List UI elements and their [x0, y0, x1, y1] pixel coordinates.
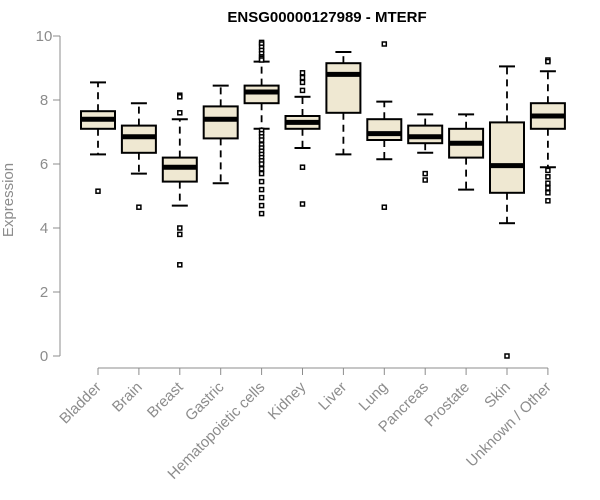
outlier-point [422, 177, 428, 183]
box-skin [489, 65, 525, 359]
x-tick-label: Prostate [421, 379, 473, 431]
outlier-point [422, 170, 428, 177]
outlier-point [504, 353, 510, 359]
box-bladder [80, 81, 116, 194]
y-tick-label: 6 [40, 156, 48, 173]
box-breast [161, 92, 198, 268]
plot-area [80, 39, 566, 359]
outlier-point [258, 178, 265, 185]
outlier-point [177, 94, 183, 100]
outlier-point [299, 87, 306, 94]
outlier-point [299, 74, 306, 81]
outlier-point [258, 166, 265, 172]
x-tick-label: Brain [109, 379, 146, 416]
y-axis: 0 2 4 6 8 10 [36, 28, 61, 365]
outlier-point [545, 180, 551, 186]
iqr-box [366, 118, 403, 141]
outlier-point [381, 41, 388, 47]
x-tick-label: Breast [144, 378, 187, 421]
x-tick-label: Bladder [56, 379, 105, 428]
outlier-point [545, 185, 551, 191]
iqr-box [489, 121, 525, 194]
box-liver [325, 51, 362, 156]
outlier-point [258, 210, 265, 217]
y-tick-label: 0 [40, 348, 48, 365]
outlier-point [258, 137, 265, 143]
outlier-point [299, 70, 306, 76]
outlier-point [258, 194, 265, 201]
outlier-point [258, 57, 265, 63]
outlier-point [545, 58, 551, 65]
y-tick-label: 2 [40, 284, 48, 301]
y-tick-label: 10 [36, 28, 53, 45]
outlier-point [136, 204, 142, 210]
x-tick-label: Liver [315, 379, 350, 414]
outlier-point [177, 110, 183, 116]
outlier-point [177, 231, 183, 238]
outlier-point [545, 198, 551, 204]
x-tick-label: Lung [356, 379, 392, 415]
y-axis-title: Expression [0, 163, 17, 237]
outlier-point [258, 161, 265, 167]
box-pancreas [407, 113, 444, 183]
box-prostate [448, 113, 485, 191]
y-tick-label: 4 [40, 220, 48, 237]
outlier-point [177, 262, 183, 268]
outlier-point [299, 164, 306, 170]
box-lung [366, 41, 403, 210]
chart-title: ENSG00000127989 - MTERF [227, 9, 426, 26]
box-kidney [284, 70, 321, 207]
outlier-point [95, 188, 101, 194]
x-tick-label: Kidney [265, 378, 310, 423]
outlier-point [381, 204, 388, 210]
box-gastric [202, 84, 239, 185]
outlier-point [545, 174, 551, 180]
outlier-point [258, 202, 265, 209]
iqr-box [325, 62, 362, 114]
outlier-point [177, 225, 183, 231]
y-tick-label: 8 [40, 92, 48, 109]
outlier-point [299, 201, 306, 207]
outlier-point [258, 170, 265, 177]
box-unknown-other [529, 57, 566, 204]
iqr-box [202, 105, 239, 140]
box-hematopoietic-cells [243, 39, 280, 217]
outlier-point [258, 186, 265, 193]
outlier-point [545, 167, 551, 174]
box-brain [120, 102, 157, 210]
outlier-point [545, 190, 551, 196]
outlier-point [299, 79, 306, 86]
x-tick-label: Skin [481, 379, 514, 412]
